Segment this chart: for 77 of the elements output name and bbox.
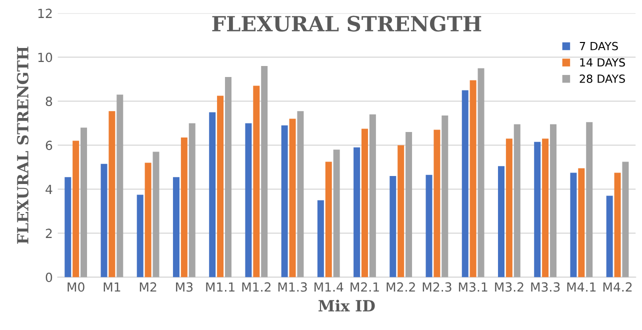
bar <box>136 194 144 278</box>
bar <box>614 172 621 278</box>
bar <box>224 77 232 278</box>
bar <box>369 114 376 278</box>
x-tick-label: M2.1 <box>350 282 379 292</box>
bar <box>172 177 180 278</box>
bar <box>550 124 556 278</box>
x-tick-label: M1.3 <box>278 282 307 292</box>
bar <box>144 162 152 278</box>
y-tick-label: 2 <box>46 228 52 238</box>
bar <box>317 200 324 278</box>
x-axis-title: Mix ID <box>318 300 375 312</box>
x-tick-label: M3.3 <box>531 282 560 292</box>
bar <box>470 80 476 278</box>
x-tick-label: M3 <box>176 282 193 292</box>
bar <box>297 111 304 278</box>
legend-label: 28 DAYS <box>580 74 625 83</box>
x-tick-label: M3.1 <box>458 282 488 292</box>
legend-label: 14 DAYS <box>580 58 625 67</box>
x-tick-label: M1.2 <box>242 282 270 292</box>
bar <box>586 122 593 278</box>
bar <box>188 123 196 278</box>
y-tick-label: 0 <box>46 272 52 282</box>
legend-label: 7 DAYS <box>580 42 618 50</box>
bar <box>406 132 412 278</box>
bar <box>622 162 629 278</box>
x-tick-label: M2.2 <box>386 282 415 292</box>
bar <box>426 174 432 278</box>
bar <box>289 118 296 278</box>
bar <box>80 128 88 278</box>
x-tick-label: M2.3 <box>422 282 452 292</box>
bar <box>390 176 396 278</box>
x-tick-label: M1 <box>104 282 120 292</box>
bar <box>217 96 224 278</box>
x-tick-label: M0 <box>68 282 84 292</box>
bar <box>398 145 404 278</box>
bar <box>498 166 504 278</box>
x-tick-label: M1.1 <box>206 282 234 292</box>
bar <box>108 111 116 278</box>
bar <box>434 130 440 278</box>
bar <box>100 164 108 278</box>
y-tick-label: 6 <box>46 140 52 150</box>
bar <box>542 138 549 278</box>
bar <box>506 138 512 278</box>
y-axis-title: FLEXURAL STRENGTH <box>16 46 28 244</box>
x-tick-label: M2 <box>140 282 156 292</box>
bar <box>245 123 252 278</box>
x-tick-label: M3.2 <box>495 282 524 292</box>
bar <box>325 162 332 278</box>
bar <box>180 138 188 278</box>
x-tick-label: M4.1 <box>567 282 596 292</box>
y-tick-label: 4 <box>46 184 52 194</box>
bar <box>64 177 72 278</box>
bar <box>116 94 124 278</box>
bar <box>72 140 80 278</box>
bar <box>478 68 484 278</box>
x-tick-label: M1.4 <box>314 282 344 292</box>
bar <box>462 90 468 278</box>
y-tick-label: 8 <box>46 96 52 106</box>
bar <box>209 112 216 278</box>
bar <box>570 172 577 278</box>
y-tick-label: 10 <box>38 52 52 62</box>
chart-title: FLEXURAL STRENGTH <box>212 16 482 32</box>
bar <box>606 196 613 278</box>
bar <box>253 86 260 278</box>
y-tick-label: 12 <box>38 8 52 18</box>
bar <box>281 125 288 278</box>
bar <box>152 152 160 278</box>
bar <box>361 128 368 278</box>
bar <box>261 66 268 278</box>
bar <box>354 147 360 278</box>
bar <box>442 116 448 278</box>
bar <box>333 150 340 278</box>
bar <box>534 142 541 278</box>
x-tick-label: M4.2 <box>603 282 632 292</box>
bar <box>578 168 585 278</box>
bar <box>514 124 520 278</box>
